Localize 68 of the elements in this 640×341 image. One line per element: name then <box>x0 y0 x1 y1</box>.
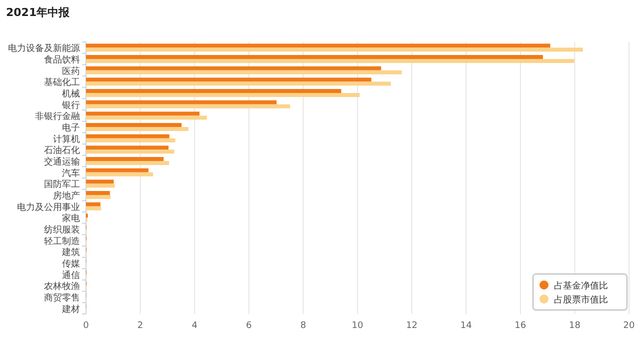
y-tick-label: 电子 <box>62 122 80 134</box>
bar <box>86 180 114 184</box>
bar <box>86 66 382 70</box>
x-tick-label: 2 <box>137 321 144 331</box>
y-tick-label: 农林牧渔 <box>44 281 80 292</box>
y-tick-label: 医药 <box>62 66 80 77</box>
y-tick-label: 机械 <box>62 88 80 100</box>
y-tick-label: 电力设备及新能源 <box>8 43 80 54</box>
bar <box>86 195 111 199</box>
bar <box>86 127 188 131</box>
bar <box>86 123 182 127</box>
bar <box>86 78 372 82</box>
y-tick-label: 房地产 <box>53 190 80 202</box>
x-tick-label: 18 <box>568 321 581 331</box>
x-tick-label: 8 <box>300 321 306 331</box>
bar <box>86 138 176 142</box>
bar <box>86 146 169 150</box>
y-tick-label: 基础化工 <box>44 77 80 88</box>
bar <box>86 206 102 210</box>
bar <box>86 44 550 48</box>
chart-title: 2021年中报 <box>6 6 71 19</box>
bar <box>86 134 170 138</box>
y-tick-label: 建筑 <box>61 247 80 258</box>
y-tick-label: 银行 <box>61 100 80 111</box>
x-tick-label: 4 <box>192 321 198 331</box>
y-tick-label: 石油石化 <box>44 145 80 156</box>
bar <box>86 55 543 59</box>
bar <box>86 157 164 161</box>
y-tick-label: 电力及公用事业 <box>17 202 80 213</box>
x-tick-label: 0 <box>83 321 90 331</box>
x-tick-label: 14 <box>460 321 472 331</box>
bar <box>86 161 170 165</box>
y-tick-label: 汽车 <box>62 168 80 179</box>
bar <box>86 168 148 172</box>
bar <box>86 184 115 188</box>
y-tick-label: 家电 <box>62 213 80 224</box>
x-tick-label: 16 <box>514 321 526 331</box>
x-tick-label: 6 <box>246 321 252 331</box>
y-tick-label: 通信 <box>62 270 80 281</box>
y-tick-label: 商贸零售 <box>44 292 80 304</box>
bar <box>86 93 360 97</box>
x-tick-label: 20 <box>623 321 635 331</box>
x-tick-label: 10 <box>352 321 364 331</box>
bar <box>86 104 290 108</box>
bar <box>86 48 583 52</box>
y-tick-label: 计算机 <box>53 134 80 145</box>
y-tick-label: 纺织服装 <box>44 224 80 236</box>
bar <box>86 202 100 206</box>
bar <box>86 70 402 74</box>
y-tick-label: 传媒 <box>62 258 80 270</box>
bar <box>86 82 391 86</box>
bar <box>86 116 207 120</box>
bar <box>86 172 154 176</box>
y-tick-label: 交通运输 <box>44 156 80 168</box>
y-tick-label: 轻工制造 <box>44 236 80 247</box>
y-tick-label: 食品饮料 <box>44 54 80 66</box>
bar <box>86 191 110 195</box>
bar <box>86 112 200 116</box>
bar <box>86 59 574 63</box>
y-tick-label: 非银行金融 <box>35 111 80 122</box>
y-tick-label: 国防军工 <box>44 179 80 190</box>
legend-label: 占基金净值比 <box>554 280 608 292</box>
y-tick-label: 建材 <box>61 304 80 315</box>
bar <box>86 89 342 93</box>
bar <box>86 150 174 154</box>
bar <box>86 100 277 104</box>
legend-label: 占股票市值比 <box>554 294 608 306</box>
x-tick-label: 12 <box>406 321 418 331</box>
